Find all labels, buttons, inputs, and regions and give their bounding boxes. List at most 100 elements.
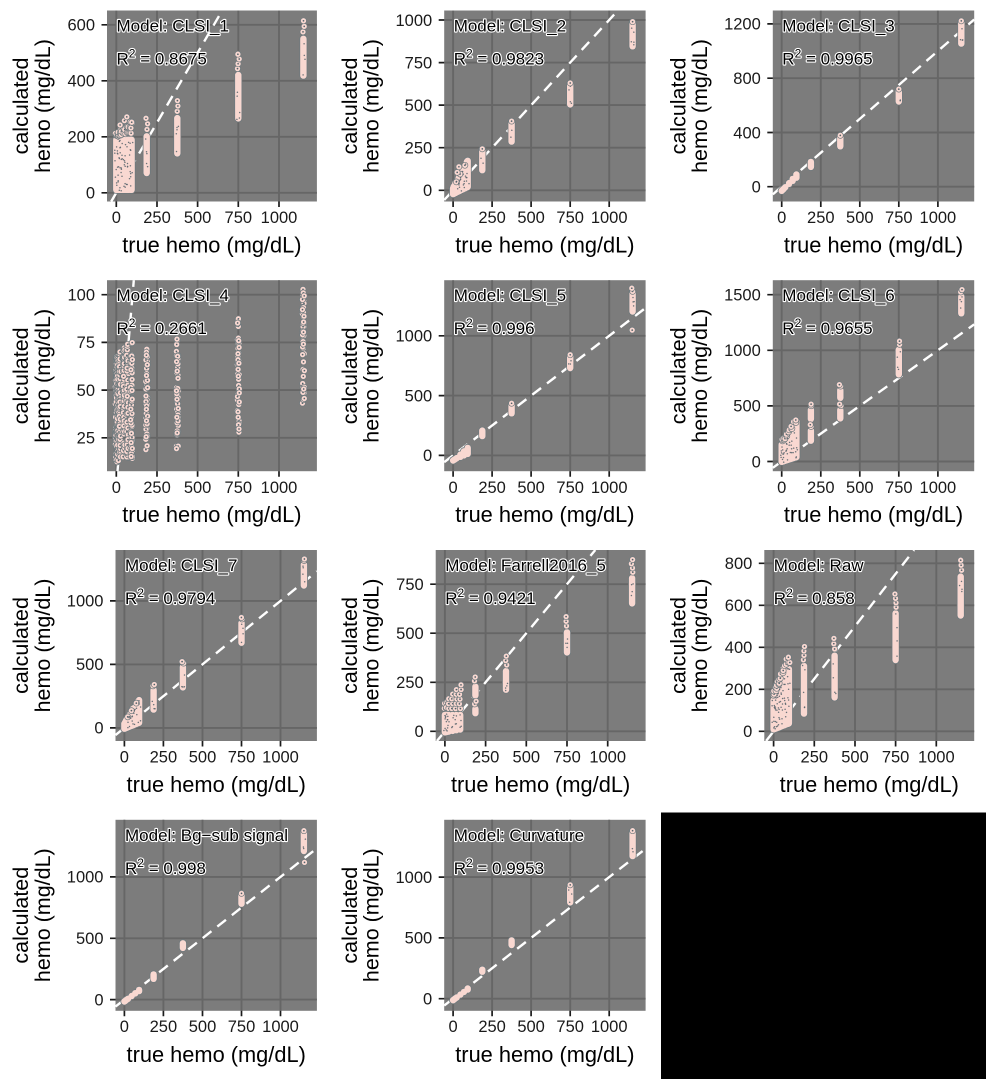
- svg-text:0: 0: [423, 991, 432, 1009]
- svg-text:calculated: calculated: [338, 597, 362, 694]
- svg-text:0: 0: [769, 749, 778, 767]
- svg-text:R2 = 0.9421: R2 = 0.9421: [445, 586, 535, 608]
- svg-text:250: 250: [405, 140, 433, 158]
- svg-text:hemo (mg/dL): hemo (mg/dL): [31, 39, 55, 173]
- svg-text:true hemo (mg/dL): true hemo (mg/dL): [780, 772, 959, 797]
- svg-text:250: 250: [396, 674, 424, 692]
- svg-text:Model: Bg−sub signal: Model: Bg−sub signal: [125, 826, 288, 845]
- svg-text:400: 400: [733, 124, 761, 142]
- svg-text:250: 250: [801, 749, 829, 767]
- svg-text:true hemo (mg/dL): true hemo (mg/dL): [455, 502, 634, 527]
- svg-text:500: 500: [517, 1018, 545, 1036]
- svg-text:calculated: calculated: [338, 58, 362, 155]
- svg-text:50: 50: [77, 382, 95, 400]
- svg-text:500: 500: [405, 930, 433, 948]
- svg-text:750: 750: [228, 749, 256, 767]
- svg-text:0: 0: [112, 479, 121, 497]
- svg-text:0: 0: [440, 749, 449, 767]
- svg-text:true hemo (mg/dL): true hemo (mg/dL): [127, 1042, 306, 1067]
- svg-text:500: 500: [405, 387, 433, 405]
- svg-text:750: 750: [396, 576, 424, 594]
- svg-text:0: 0: [777, 209, 786, 227]
- svg-text:25: 25: [77, 430, 95, 448]
- svg-text:hemo (mg/dL): hemo (mg/dL): [31, 309, 55, 443]
- svg-text:0: 0: [94, 720, 103, 738]
- svg-text:hemo (mg/dL): hemo (mg/dL): [360, 579, 384, 713]
- svg-text:hemo (mg/dL): hemo (mg/dL): [31, 848, 55, 982]
- svg-text:0: 0: [86, 185, 95, 203]
- svg-text:calculated: calculated: [338, 327, 362, 424]
- svg-text:true hemo (mg/dL): true hemo (mg/dL): [451, 772, 630, 797]
- svg-text:500: 500: [76, 656, 104, 674]
- svg-text:1000: 1000: [395, 12, 432, 30]
- svg-text:true hemo (mg/dL): true hemo (mg/dL): [127, 772, 306, 797]
- svg-text:hemo (mg/dL): hemo (mg/dL): [688, 39, 712, 173]
- svg-text:true hemo (mg/dL): true hemo (mg/dL): [122, 233, 301, 258]
- svg-text:Model: CLSI_2: Model: CLSI_2: [454, 17, 566, 36]
- svg-text:100: 100: [67, 287, 95, 305]
- svg-text:500: 500: [733, 398, 761, 416]
- svg-text:1000: 1000: [920, 479, 957, 497]
- svg-text:true hemo (mg/dL): true hemo (mg/dL): [122, 502, 301, 527]
- svg-text:calculated: calculated: [667, 58, 691, 155]
- svg-text:500: 500: [405, 97, 433, 115]
- svg-text:calculated: calculated: [667, 597, 691, 694]
- svg-text:Model: Curvature: Model: Curvature: [454, 826, 584, 845]
- svg-text:hemo (mg/dL): hemo (mg/dL): [31, 579, 55, 713]
- svg-text:1000: 1000: [261, 209, 298, 227]
- svg-text:600: 600: [67, 17, 95, 35]
- svg-text:1000: 1000: [918, 749, 955, 767]
- svg-text:200: 200: [725, 681, 753, 699]
- svg-text:75: 75: [77, 334, 95, 352]
- svg-text:750: 750: [405, 54, 433, 72]
- svg-text:250: 250: [143, 209, 171, 227]
- svg-text:250: 250: [807, 479, 835, 497]
- svg-text:250: 250: [807, 209, 835, 227]
- svg-text:Model: CLSI_4: Model: CLSI_4: [117, 286, 229, 305]
- svg-text:0: 0: [752, 179, 761, 197]
- svg-text:0: 0: [743, 723, 752, 741]
- svg-text:R2 = 0.8675: R2 = 0.8675: [117, 47, 207, 69]
- svg-text:true hemo (mg/dL): true hemo (mg/dL): [784, 502, 963, 527]
- svg-text:1000: 1000: [395, 328, 432, 346]
- svg-text:hemo (mg/dL): hemo (mg/dL): [360, 39, 384, 173]
- svg-text:1000: 1000: [261, 479, 298, 497]
- svg-text:Model: CLSI_1: Model: CLSI_1: [117, 17, 229, 36]
- svg-text:1000: 1000: [920, 209, 957, 227]
- svg-text:250: 250: [478, 479, 506, 497]
- svg-text:calculated: calculated: [9, 867, 33, 964]
- svg-text:0: 0: [415, 723, 424, 741]
- svg-text:0: 0: [120, 749, 129, 767]
- svg-text:250: 250: [150, 1018, 178, 1036]
- svg-text:500: 500: [517, 479, 545, 497]
- svg-text:500: 500: [846, 209, 874, 227]
- svg-text:500: 500: [184, 479, 212, 497]
- svg-text:true hemo (mg/dL): true hemo (mg/dL): [455, 233, 634, 258]
- svg-text:500: 500: [513, 749, 541, 767]
- svg-text:750: 750: [225, 479, 253, 497]
- svg-text:500: 500: [189, 1018, 217, 1036]
- svg-text:1000: 1000: [67, 593, 104, 611]
- svg-text:0: 0: [449, 479, 458, 497]
- svg-text:0: 0: [94, 991, 103, 1009]
- svg-text:500: 500: [841, 749, 869, 767]
- svg-text:R2 = 0.858: R2 = 0.858: [774, 586, 855, 608]
- svg-text:200: 200: [67, 129, 95, 147]
- svg-text:500: 500: [396, 625, 424, 643]
- svg-text:Model: CLSI_3: Model: CLSI_3: [782, 17, 894, 36]
- svg-text:500: 500: [189, 749, 217, 767]
- svg-text:true hemo (mg/dL): true hemo (mg/dL): [784, 233, 963, 258]
- svg-text:0: 0: [449, 1018, 458, 1036]
- svg-text:250: 250: [143, 479, 171, 497]
- svg-text:Model: CLSI_7: Model: CLSI_7: [125, 556, 237, 575]
- svg-text:750: 750: [885, 479, 913, 497]
- svg-text:250: 250: [478, 1018, 506, 1036]
- svg-text:R2 = 0.9953: R2 = 0.9953: [454, 856, 544, 878]
- svg-text:R2 = 0.996: R2 = 0.996: [454, 316, 535, 338]
- svg-text:R2 = 0.998: R2 = 0.998: [125, 856, 206, 878]
- svg-text:0: 0: [423, 447, 432, 465]
- svg-text:750: 750: [556, 209, 584, 227]
- svg-text:750: 750: [553, 749, 581, 767]
- svg-text:250: 250: [478, 209, 506, 227]
- svg-text:calculated: calculated: [667, 327, 691, 424]
